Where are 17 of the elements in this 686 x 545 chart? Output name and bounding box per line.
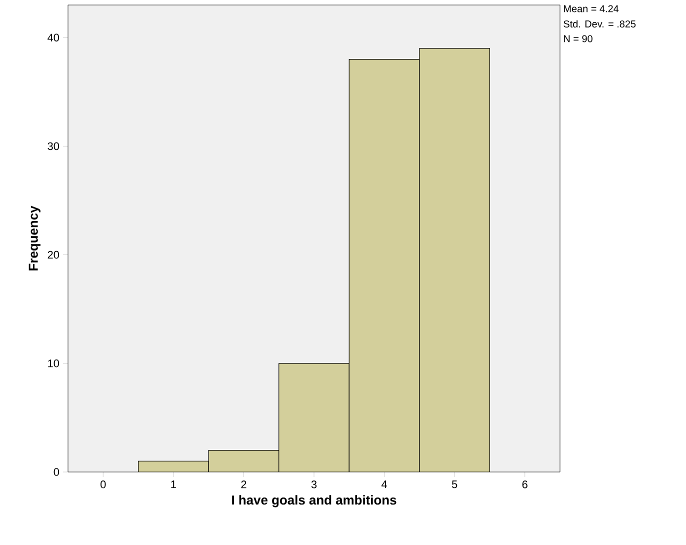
y-tick-label: 40: [48, 34, 60, 42]
x-tick-label: 2: [241, 480, 246, 488]
x-axis-title: I have goals and ambitions: [232, 495, 396, 508]
y-axis-title: Frequency: [28, 206, 40, 270]
y-tick-label: 0: [54, 468, 60, 476]
x-tick-label: 3: [311, 480, 317, 488]
y-tick-label: 30: [48, 142, 60, 150]
x-tick-label: 5: [452, 480, 458, 488]
x-tick-label: 4: [381, 480, 388, 488]
text: N = 90: [564, 35, 592, 42]
text: Std. Dev. = .825: [564, 20, 636, 28]
y-tick-label: 20: [48, 250, 60, 259]
text: Mean = 4.24: [564, 5, 619, 12]
x-tick-label: 0: [100, 480, 106, 488]
x-tick-label: 1: [171, 480, 176, 488]
x-tick-label: 6: [522, 480, 528, 488]
y-tick-label: 10: [48, 360, 60, 368]
